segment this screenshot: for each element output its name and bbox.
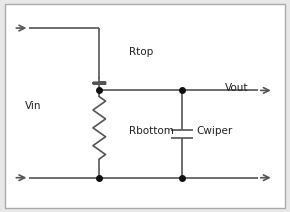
Text: Rbottom: Rbottom — [129, 126, 174, 136]
Text: Vin: Vin — [25, 101, 42, 111]
Text: Rtop: Rtop — [129, 47, 153, 57]
Text: Cwiper: Cwiper — [196, 126, 233, 136]
Text: Vout: Vout — [225, 83, 248, 93]
